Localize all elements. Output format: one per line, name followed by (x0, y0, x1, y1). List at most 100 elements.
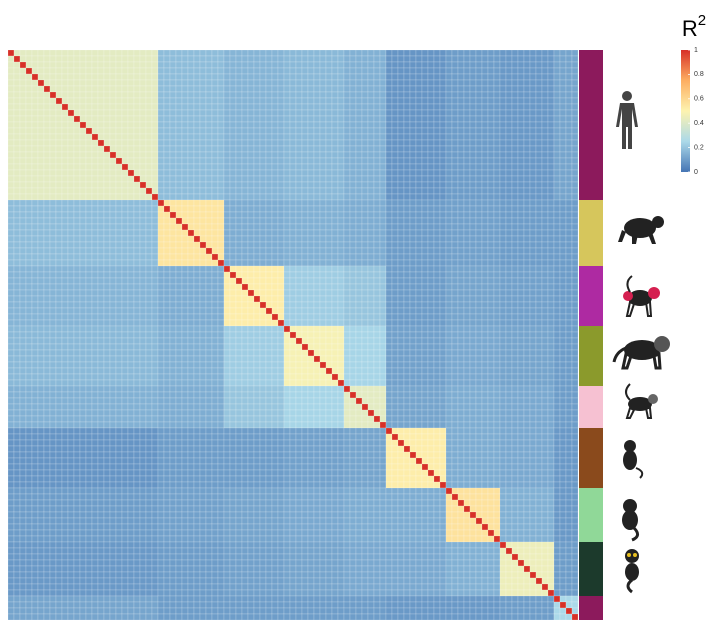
heatmap-cell (386, 122, 392, 128)
heatmap-cell (86, 302, 92, 308)
heatmap-cell (380, 350, 386, 356)
heatmap-cell (110, 266, 116, 272)
heatmap-cell (350, 170, 356, 176)
heatmap-cell (308, 164, 314, 170)
heatmap-cell (98, 182, 104, 188)
heatmap-cell (170, 98, 176, 104)
heatmap-cell (92, 92, 98, 98)
heatmap-cell (566, 158, 572, 164)
heatmap-cell (296, 272, 302, 278)
heatmap-cell (176, 188, 182, 194)
heatmap-cell (14, 110, 20, 116)
heatmap-cell (170, 350, 176, 356)
heatmap-cell (98, 356, 104, 362)
heatmap-cell (308, 158, 314, 164)
heatmap-cell (356, 356, 362, 362)
heatmap-cell (386, 50, 392, 56)
heatmap-cell (350, 206, 356, 212)
heatmap-cell (446, 296, 452, 302)
heatmap-cell (26, 338, 32, 344)
heatmap-cell (542, 140, 548, 146)
heatmap-cell (572, 260, 578, 266)
heatmap-cell (524, 236, 530, 242)
heatmap-cell (116, 320, 122, 326)
heatmap-cell (182, 194, 188, 200)
heatmap-cell (140, 92, 146, 98)
heatmap-cell (122, 92, 128, 98)
heatmap-cell (104, 350, 110, 356)
heatmap-cell (548, 134, 554, 140)
heatmap-cell (530, 200, 536, 206)
heatmap-cell (428, 236, 434, 242)
heatmap-cell (206, 212, 212, 218)
heatmap-cell (278, 134, 284, 140)
heatmap-cell (416, 278, 422, 284)
heatmap-cell (560, 134, 566, 140)
heatmap-cell (428, 158, 434, 164)
heatmap-cell (74, 98, 80, 104)
heatmap-cell (260, 254, 266, 260)
heatmap-cell (260, 86, 266, 92)
heatmap-cell (494, 278, 500, 284)
heatmap-cell (98, 176, 104, 182)
heatmap-cell (8, 188, 14, 194)
heatmap-cell (140, 218, 146, 224)
heatmap-cell (74, 254, 80, 260)
heatmap-cell (542, 248, 548, 254)
heatmap-cell (410, 242, 416, 248)
heatmap-cell (230, 86, 236, 92)
heatmap-cell (428, 98, 434, 104)
heatmap-cell (440, 296, 446, 302)
heatmap-cell (440, 350, 446, 356)
heatmap-cell (152, 74, 158, 80)
heatmap-cell (224, 128, 230, 134)
heatmap-cell (518, 50, 524, 56)
heatmap-cell (452, 80, 458, 86)
heatmap-cell (380, 218, 386, 224)
heatmap-cell (86, 74, 92, 80)
heatmap-cell (320, 62, 326, 68)
heatmap-cell (494, 110, 500, 116)
heatmap-cell (278, 182, 284, 188)
heatmap-cell (368, 188, 374, 194)
heatmap-cell (446, 200, 452, 206)
heatmap-cell (176, 320, 182, 326)
heatmap-cell (26, 194, 32, 200)
heatmap-cell (32, 314, 38, 320)
heatmap-cell (272, 206, 278, 212)
heatmap-cell (398, 212, 404, 218)
heatmap-cell (572, 308, 578, 314)
heatmap-cell (470, 272, 476, 278)
heatmap-cell (386, 242, 392, 248)
heatmap-cell (320, 350, 326, 356)
heatmap-cell (98, 194, 104, 200)
heatmap-cell (218, 320, 224, 326)
heatmap-cell (176, 356, 182, 362)
heatmap-cell (560, 152, 566, 158)
heatmap-cell (554, 140, 560, 146)
heatmap-cell (266, 344, 272, 350)
heatmap-cell (344, 86, 350, 92)
heatmap-cell (32, 86, 38, 92)
heatmap-cell (218, 344, 224, 350)
heatmap-cell (458, 296, 464, 302)
heatmap-cell (278, 188, 284, 194)
heatmap-cell (230, 224, 236, 230)
heatmap-cell (248, 332, 254, 338)
heatmap-cell (374, 152, 380, 158)
heatmap-cell (230, 350, 236, 356)
heatmap-cell (140, 128, 146, 134)
heatmap-cell (218, 284, 224, 290)
heatmap-cell (62, 170, 68, 176)
heatmap-cell (56, 248, 62, 254)
heatmap-cell (500, 338, 506, 344)
heatmap-cell (302, 344, 308, 350)
heatmap-cell (452, 182, 458, 188)
heatmap-cell (110, 272, 116, 278)
heatmap-cell (512, 122, 518, 128)
heatmap-cell (62, 362, 68, 368)
heatmap-cell (170, 308, 176, 314)
heatmap-cell (236, 272, 242, 278)
heatmap-cell (128, 74, 134, 80)
heatmap-cell (482, 314, 488, 320)
